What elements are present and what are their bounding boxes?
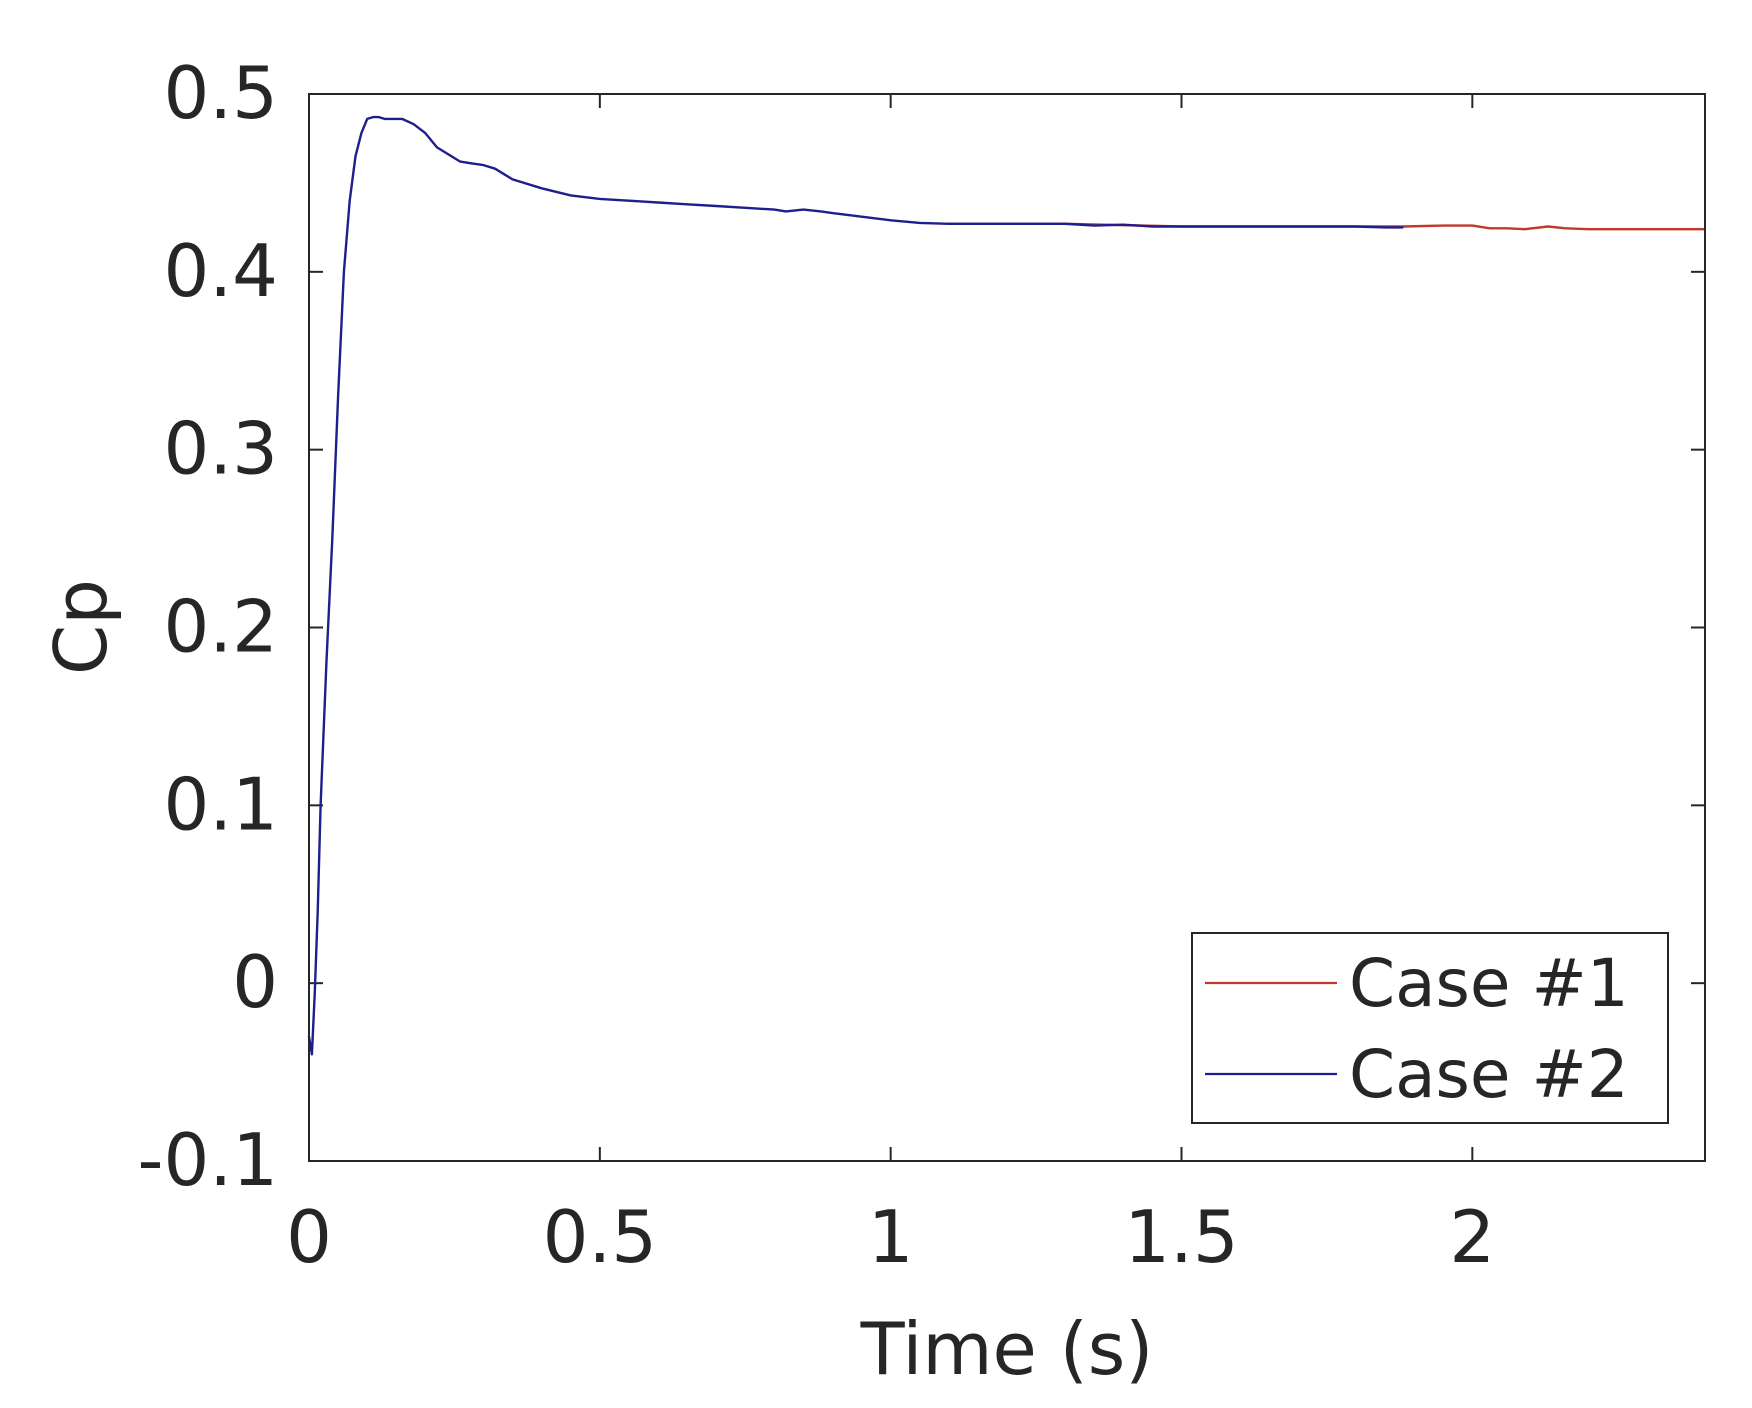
y-tick-label: 0.5: [163, 51, 278, 135]
x-tick-label: 1: [868, 1195, 914, 1279]
legend-label-case-2: Case #2: [1349, 1036, 1629, 1113]
x-axis-label: Time (s): [860, 1307, 1154, 1391]
x-tick-label: 2: [1449, 1195, 1495, 1279]
y-tick-label: 0.3: [163, 407, 278, 491]
y-tick-label: 0.2: [163, 585, 278, 669]
y-tick-label: -0.1: [138, 1118, 278, 1202]
x-tick-label: 0.5: [543, 1195, 658, 1279]
x-tick-label: 1.5: [1124, 1195, 1239, 1279]
y-tick-label: 0: [232, 940, 278, 1024]
y-tick-label: 0.4: [163, 229, 278, 313]
x-tick-label: 0: [286, 1195, 332, 1279]
legend: Case #1 Case #2: [1191, 932, 1669, 1124]
y-tick-label: 0.1: [163, 762, 278, 846]
y-tick-labels: -0.1 0 0.1 0.2 0.3 0.4 0.5: [138, 51, 278, 1202]
series-lines: [307, 115, 1707, 1056]
legend-label-case-1: Case #1: [1349, 945, 1629, 1022]
x-tick-labels: 0 0.5 1 1.5 2: [286, 1195, 1495, 1279]
legend-box: [1191, 932, 1669, 1124]
plot-frame: [308, 93, 1706, 1162]
y-axis-label: Cp: [39, 579, 123, 675]
series-line-case-2: [307, 115, 1404, 1056]
